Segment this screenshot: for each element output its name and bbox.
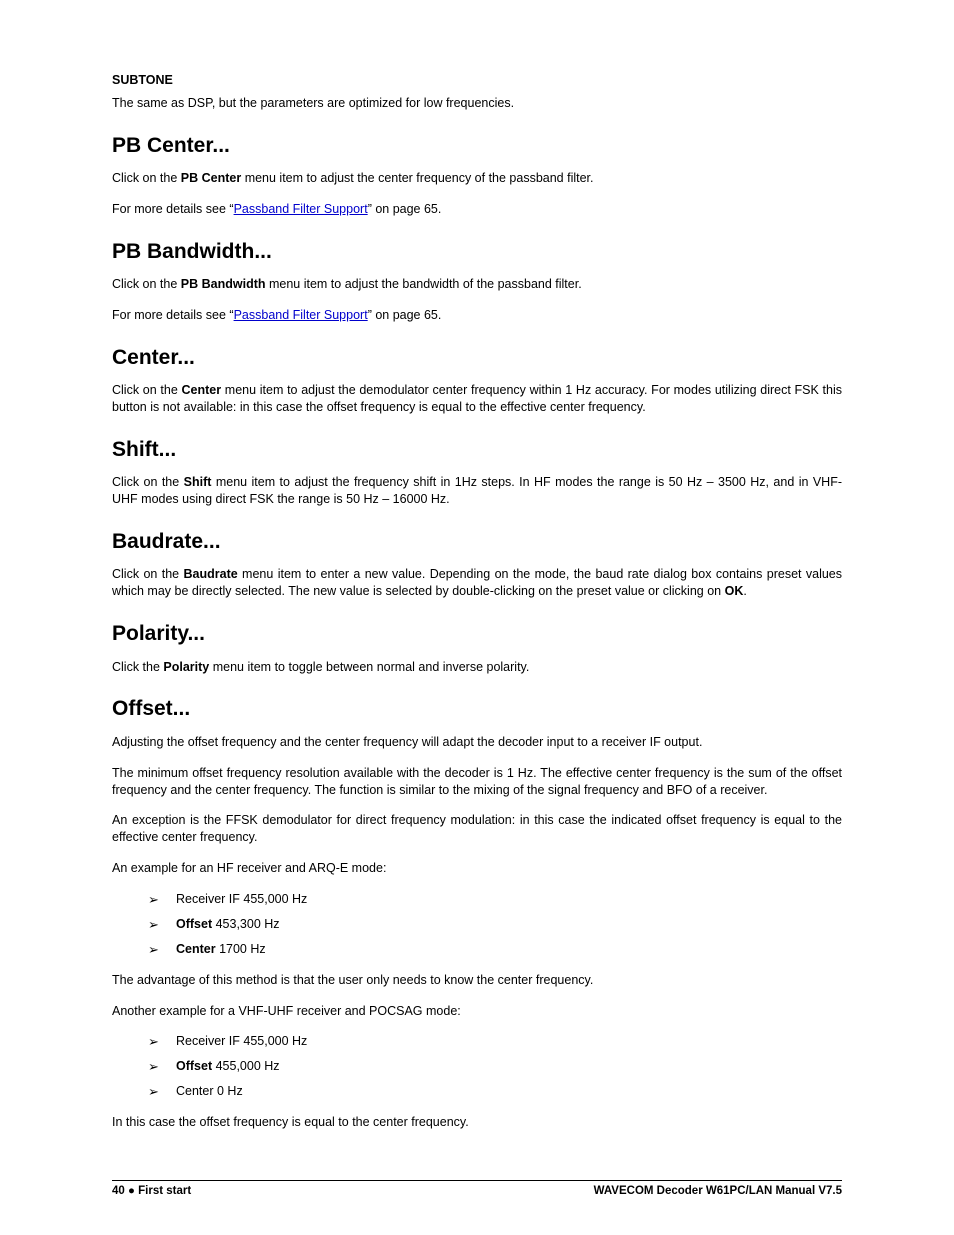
list-item: Receiver IF 455,000 Hz bbox=[148, 1033, 842, 1050]
text: Click on the bbox=[112, 171, 181, 185]
offset-p5: The advantage of this method is that the… bbox=[112, 972, 842, 989]
center-heading: Center... bbox=[112, 344, 842, 372]
footer-right: WAVECOM Decoder W61PC/LAN Manual V7.5 bbox=[594, 1185, 842, 1197]
subtone-heading: SUBTONE bbox=[112, 72, 842, 89]
offset-p1: Adjusting the offset frequency and the c… bbox=[112, 734, 842, 751]
bold-text: Center bbox=[176, 942, 216, 956]
text: menu item to adjust the demodulator cent… bbox=[112, 383, 842, 414]
center-p1: Click on the Center menu item to adjust … bbox=[112, 382, 842, 416]
bold-text: PB Bandwidth bbox=[181, 277, 266, 291]
text: 455,000 Hz bbox=[212, 1059, 279, 1073]
offset-p2: The minimum offset frequency resolution … bbox=[112, 765, 842, 799]
bold-text: OK bbox=[725, 584, 744, 598]
text: For more details see “ bbox=[112, 202, 234, 216]
text: Click on the bbox=[112, 475, 184, 489]
list-item: Offset 453,300 Hz bbox=[148, 916, 842, 933]
text: 1700 Hz bbox=[216, 942, 266, 956]
text: Click on the bbox=[112, 277, 181, 291]
text: 453,300 Hz bbox=[212, 917, 279, 931]
bold-text: Offset bbox=[176, 1059, 212, 1073]
text: ” on page 65. bbox=[368, 202, 442, 216]
offset-heading: Offset... bbox=[112, 695, 842, 723]
offset-list-2: Receiver IF 455,000 Hz Offset 455,000 Hz… bbox=[148, 1033, 842, 1100]
footer-bullet: ● bbox=[125, 1185, 138, 1197]
pb-bandwidth-heading: PB Bandwidth... bbox=[112, 238, 842, 266]
offset-p3: An exception is the FFSK demodulator for… bbox=[112, 812, 842, 846]
page-number: 40 bbox=[112, 1185, 125, 1197]
text: menu item to adjust the frequency shift … bbox=[112, 475, 842, 506]
offset-p6: Another example for a VHF-UHF receiver a… bbox=[112, 1003, 842, 1020]
pb-bandwidth-p1: Click on the PB Bandwidth menu item to a… bbox=[112, 276, 842, 293]
baudrate-p1: Click on the Baudrate menu item to enter… bbox=[112, 566, 842, 600]
pb-bandwidth-p2: For more details see “Passband Filter Su… bbox=[112, 307, 842, 324]
footer-section: First start bbox=[138, 1185, 191, 1197]
list-item: Offset 455,000 Hz bbox=[148, 1058, 842, 1075]
polarity-p1: Click the Polarity menu item to toggle b… bbox=[112, 659, 842, 676]
pb-center-p2: For more details see “Passband Filter Su… bbox=[112, 201, 842, 218]
subtone-body: The same as DSP, but the parameters are … bbox=[112, 95, 842, 112]
text: Click on the bbox=[112, 567, 184, 581]
shift-p1: Click on the Shift menu item to adjust t… bbox=[112, 474, 842, 508]
footer-left: 40 ● First start bbox=[112, 1185, 191, 1197]
bold-text: Shift bbox=[184, 475, 212, 489]
text: menu item to toggle between normal and i… bbox=[209, 660, 529, 674]
polarity-heading: Polarity... bbox=[112, 620, 842, 648]
bold-text: Offset bbox=[176, 917, 212, 931]
pb-center-p1: Click on the PB Center menu item to adju… bbox=[112, 170, 842, 187]
list-item: Receiver IF 455,000 Hz bbox=[148, 891, 842, 908]
text: For more details see “ bbox=[112, 308, 234, 322]
text: ” on page 65. bbox=[368, 308, 442, 322]
offset-list-1: Receiver IF 455,000 Hz Offset 453,300 Hz… bbox=[148, 891, 842, 958]
list-item: Center 1700 Hz bbox=[148, 941, 842, 958]
passband-filter-link[interactable]: Passband Filter Support bbox=[234, 202, 368, 216]
text: menu item to adjust the bandwidth of the… bbox=[266, 277, 582, 291]
offset-p4: An example for an HF receiver and ARQ-E … bbox=[112, 860, 842, 877]
bold-text: Center bbox=[181, 383, 221, 397]
bold-text: PB Center bbox=[181, 171, 241, 185]
text: . bbox=[743, 584, 746, 598]
text: Click the bbox=[112, 660, 163, 674]
passband-filter-link[interactable]: Passband Filter Support bbox=[234, 308, 368, 322]
text: menu item to adjust the center frequency… bbox=[241, 171, 593, 185]
shift-heading: Shift... bbox=[112, 436, 842, 464]
bold-text: Baudrate bbox=[184, 567, 238, 581]
text: Click on the bbox=[112, 383, 181, 397]
pb-center-heading: PB Center... bbox=[112, 132, 842, 160]
list-item: Center 0 Hz bbox=[148, 1083, 842, 1100]
bold-text: Polarity bbox=[163, 660, 209, 674]
offset-p7: In this case the offset frequency is equ… bbox=[112, 1114, 842, 1131]
baudrate-heading: Baudrate... bbox=[112, 528, 842, 556]
page-footer: 40 ● First start WAVECOM Decoder W61PC/L… bbox=[112, 1180, 842, 1197]
